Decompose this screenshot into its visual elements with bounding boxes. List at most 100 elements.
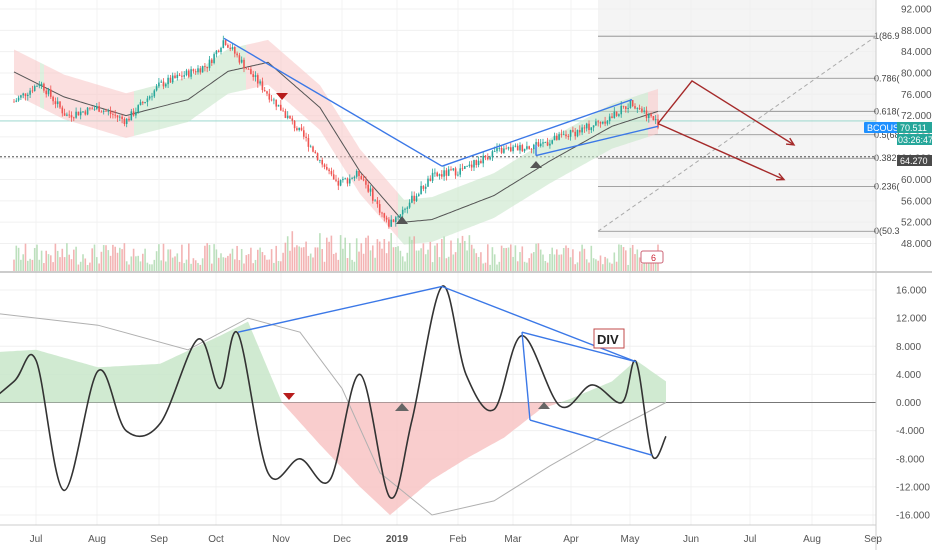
- candle-body: [342, 178, 344, 181]
- volume-bar: [116, 252, 119, 271]
- volume-bar: [82, 254, 84, 271]
- candle-body: [367, 184, 369, 192]
- ma-bands: [13, 39, 659, 245]
- candle-body: [31, 90, 34, 92]
- candle-body: [112, 113, 114, 115]
- volume-bar: [447, 256, 450, 271]
- candle-body: [346, 178, 349, 184]
- volume-bar: [181, 244, 183, 271]
- candle-body: [109, 111, 112, 114]
- ma-band: [398, 92, 648, 245]
- volume-bar: [611, 263, 613, 271]
- histogram-positive: [0, 321, 666, 403]
- candle-body: [475, 160, 478, 166]
- volume-bar: [91, 248, 93, 271]
- volume-bar: [553, 254, 556, 271]
- candle-body: [54, 101, 57, 105]
- candle-body: [406, 207, 409, 209]
- volume-bar: [535, 243, 537, 271]
- candle-body: [351, 178, 353, 180]
- volume-bar: [135, 256, 137, 271]
- volume-bar: [314, 247, 317, 271]
- candle-body: [222, 40, 225, 48]
- candle-body: [273, 99, 275, 101]
- volume-bar: [307, 255, 310, 271]
- candle-body: [588, 123, 590, 131]
- volume-bar: [631, 244, 634, 271]
- candle-body: [606, 121, 609, 124]
- volume-bar: [372, 245, 374, 271]
- candle-body: [197, 68, 199, 73]
- candle-body: [162, 81, 165, 87]
- volume-bar: [413, 236, 415, 271]
- candle-body: [229, 47, 231, 49]
- volume-bar: [158, 244, 160, 271]
- time-tick-label: Sep: [150, 534, 168, 545]
- volume-bar: [613, 252, 616, 271]
- candle-body: [597, 121, 599, 123]
- volume-bar: [431, 262, 434, 271]
- volume-bar: [521, 246, 524, 271]
- volume-bar: [289, 250, 291, 271]
- oscillator-tick-label: 12.000: [896, 314, 927, 325]
- volume-bar: [243, 263, 245, 271]
- candle-body: [84, 111, 87, 115]
- volume-bar: [634, 254, 636, 271]
- candle-body: [121, 116, 123, 120]
- volume-bar: [160, 260, 162, 271]
- fib-diagonal: [597, 35, 877, 232]
- candle-body: [533, 144, 535, 150]
- volume-bar: [604, 256, 606, 271]
- volume-bar: [263, 255, 266, 271]
- volume-bar: [275, 245, 277, 271]
- candle-body: [66, 114, 68, 116]
- div-box: [593, 328, 625, 349]
- volume-bar: [533, 252, 535, 271]
- time-tick-label: 2019: [386, 534, 409, 545]
- volume-bar: [360, 243, 363, 271]
- volume-bar: [236, 245, 238, 271]
- time-tick-label: Sep: [864, 534, 882, 545]
- volume-bar: [383, 239, 386, 271]
- candle-body: [415, 195, 418, 201]
- candle-body: [206, 66, 208, 69]
- candle-body: [217, 50, 220, 53]
- candle-body: [629, 100, 632, 108]
- candle-body: [526, 146, 528, 149]
- candle-body: [493, 151, 496, 153]
- volume-bar: [411, 239, 413, 271]
- candle-body: [148, 96, 151, 99]
- sell-signal-marker: [283, 393, 295, 400]
- price-tick-label: 84.000: [901, 47, 932, 58]
- candle-body: [190, 69, 192, 77]
- candle-body: [519, 145, 521, 151]
- countdown-label: 03:26:47: [898, 135, 932, 145]
- volume-bar: [24, 243, 27, 271]
- volume-bar: [365, 237, 367, 271]
- signal-line: [0, 313, 667, 516]
- candle-body: [411, 195, 413, 203]
- candle-body: [636, 108, 639, 109]
- candle-body: [332, 174, 335, 180]
- candle-body: [102, 110, 105, 112]
- volume-bar: [579, 251, 581, 271]
- candle-body: [77, 111, 80, 116]
- time-axis: Jul Aug Sep Oct Nov Dec 2019 Feb Mar Apr May Jun Jul…: [30, 534, 883, 545]
- volume-bar: [650, 262, 652, 271]
- ma-band: [246, 39, 398, 238]
- candle-body: [599, 122, 602, 124]
- candle-body: [457, 174, 459, 176]
- volume-bar: [606, 258, 609, 271]
- candle-body: [487, 157, 489, 160]
- volume-bar: [43, 263, 45, 271]
- candle-body: [376, 200, 379, 205]
- candle-body: [275, 99, 277, 107]
- candle-body: [562, 134, 565, 136]
- volume-bar: [109, 255, 112, 271]
- candle-body: [454, 168, 457, 176]
- candle-body: [521, 145, 524, 152]
- volume-bar: [519, 252, 521, 271]
- volume-bar: [503, 247, 505, 271]
- volume-bar: [436, 243, 438, 271]
